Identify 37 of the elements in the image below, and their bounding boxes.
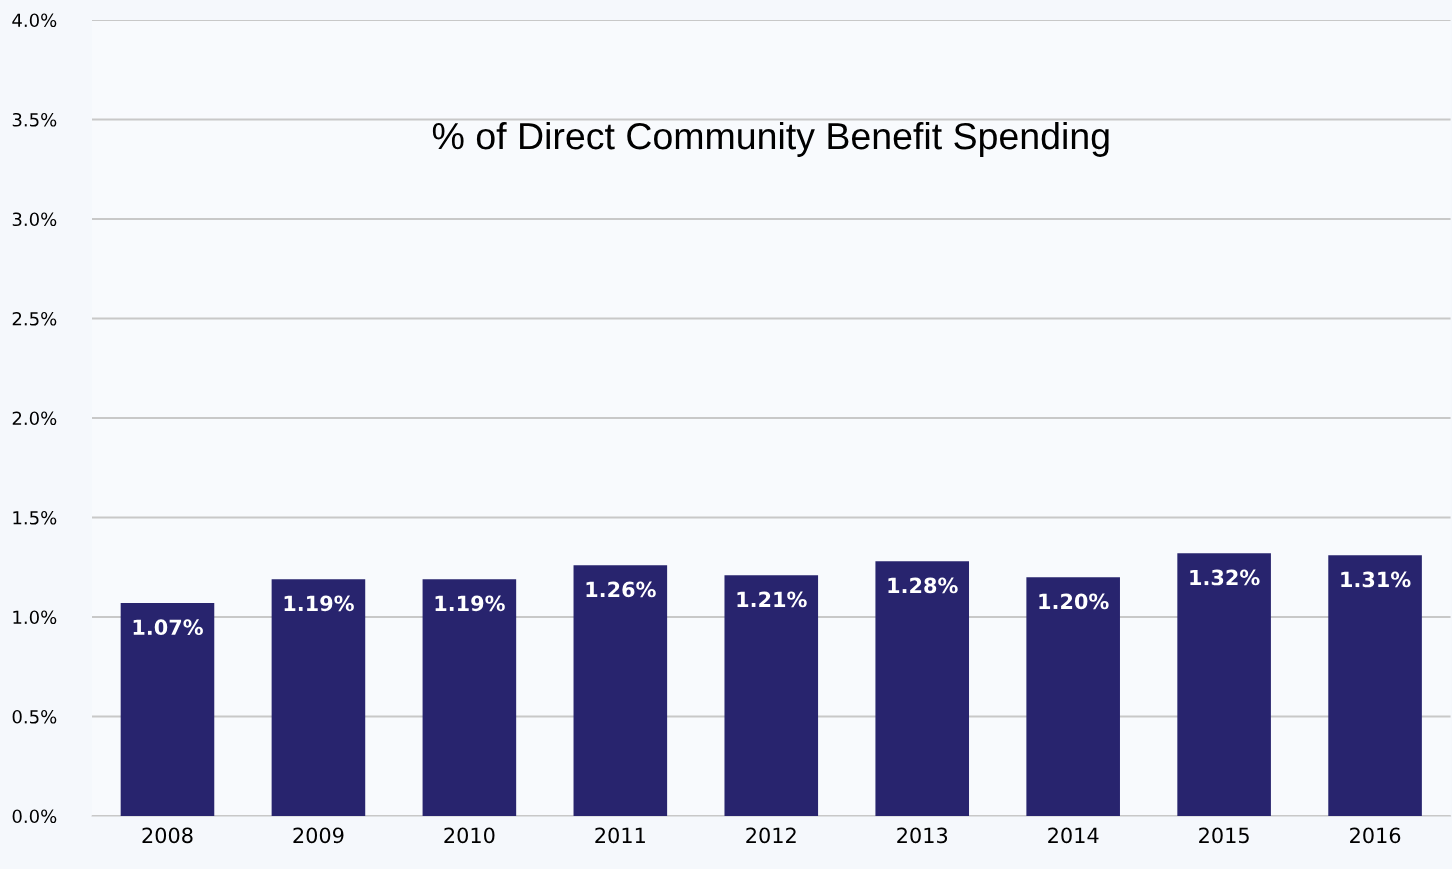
y-tick-label: 3.0%: [12, 212, 57, 227]
x-tick-label: 2008: [142, 827, 193, 844]
x-tick-label: 2013: [897, 827, 948, 844]
y-tick-label: 1.0%: [13, 610, 57, 625]
x-tick-label: 2015: [1199, 827, 1249, 844]
x-tick-label: 2009: [293, 827, 344, 844]
y-tick-label: 4.0%: [12, 13, 57, 28]
x-tick-label: 2016: [1350, 827, 1401, 844]
bar: [724, 575, 819, 816]
y-tick-label: 0.0%: [12, 809, 57, 824]
bar: [875, 561, 970, 816]
data-label: 1.19%: [435, 595, 505, 612]
data-label: 1.31%: [1341, 571, 1411, 588]
x-tick-label: 2010: [444, 827, 495, 844]
x-tick-label: 2011: [595, 827, 645, 844]
x-tick-label: 2012: [746, 827, 796, 844]
text: % of Direct Community Benefit Spending: [432, 121, 1109, 157]
data-label: 1.26%: [586, 581, 656, 598]
data-label: 1.07%: [133, 619, 203, 636]
data-label: 1.21%: [737, 591, 807, 608]
bar: [422, 579, 517, 816]
bar: [1177, 553, 1271, 816]
y-tick-label: 2.0%: [12, 411, 57, 426]
bar: [120, 603, 215, 816]
data-label: 1.28%: [888, 577, 958, 594]
y-tick-label: 1.5%: [13, 510, 57, 525]
bar: [1026, 577, 1120, 816]
data-label: 1.20%: [1039, 593, 1109, 610]
y-tick-label: 0.5%: [12, 709, 57, 724]
bar: [271, 579, 366, 816]
data-label: 1.32%: [1190, 569, 1260, 586]
y-tick-label: 3.5%: [12, 112, 57, 127]
data-label: 1.19%: [284, 595, 354, 612]
x-tick-label: 2014: [1048, 827, 1099, 844]
bar: [573, 565, 668, 816]
y-tick-label: 2.5%: [12, 311, 57, 326]
bar: [1328, 555, 1422, 816]
